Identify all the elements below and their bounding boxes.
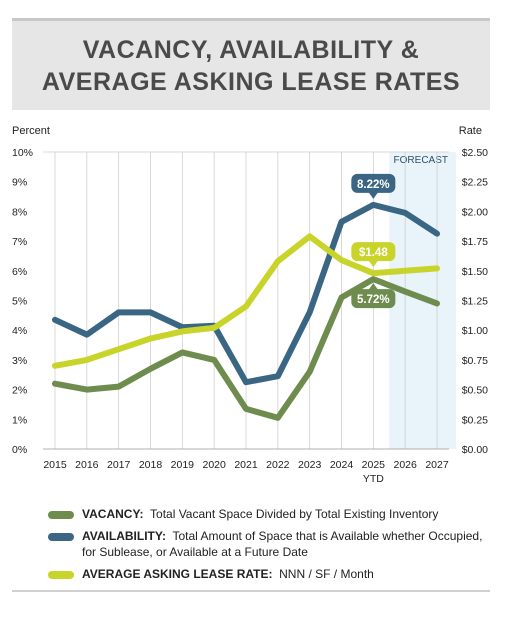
right-tick-label: $2.00 (462, 206, 488, 218)
series-line-availability (52, 201, 440, 386)
left-tick-label: 9% (12, 177, 27, 189)
callout-box-rate (351, 242, 396, 262)
bottom-divider (12, 590, 490, 592)
left-tick-label: 2% (12, 385, 27, 397)
x-tick-label: 2020 (202, 459, 226, 471)
left-tick-label: 0% (12, 444, 27, 456)
right-tick-label: $1.75 (462, 236, 488, 248)
legend: VACANCY: Total Vacant Space Divided by T… (48, 506, 488, 588)
x-tick-label: 2021 (234, 459, 258, 471)
right-tick-label: $0.75 (462, 355, 488, 367)
legend-name-vacancy: VACANCY: (82, 507, 144, 521)
right-axis-title: Rate (459, 125, 482, 137)
callout-pointer-availability (368, 191, 379, 199)
x-tick-label: 2019 (171, 459, 195, 471)
left-tick-label: 4% (12, 325, 27, 337)
right-tick-label: $1.25 (462, 296, 488, 308)
chart-title-line-1: VACANCY, AVAILABILITY & (82, 35, 420, 64)
right-tick-label: $0.00 (462, 444, 488, 456)
right-tick-label: $1.50 (462, 266, 488, 278)
legend-swatch-vacancy (48, 511, 74, 519)
left-tick-label: 8% (12, 206, 27, 218)
legend-swatch-availability (48, 533, 74, 541)
x-tick-label: 2023 (298, 459, 322, 471)
legend-desc-availability: Total Amount of Space that is Available … (82, 529, 483, 559)
legend-item-availability: AVAILABILITY: Total Amount of Space that… (48, 528, 488, 560)
x-tick-label: 2025 (362, 459, 386, 471)
x-tick-label: 2016 (75, 459, 99, 471)
x-tick-label: 2027 (425, 459, 449, 471)
left-tick-label: 7% (12, 236, 27, 248)
legend-item-rate: AVERAGE ASKING LEASE RATE: NNN / SF / Mo… (48, 566, 488, 582)
legend-desc-rate: NNN / SF / Month (279, 567, 374, 581)
left-tick-label: 3% (12, 355, 27, 367)
callout-box-availability (351, 173, 396, 193)
series-line-rate (52, 233, 440, 369)
callout-label-vacancy: 5.72% (357, 294, 390, 306)
right-tick-label: $1.00 (462, 325, 488, 337)
callout-pointer-vacancy (368, 283, 379, 291)
legend-name-rate: AVERAGE ASKING LEASE RATE: (82, 567, 273, 581)
right-tick-label: $2.50 (462, 147, 488, 159)
legend-name-availability: AVAILABILITY: (82, 529, 166, 543)
chart-title-line-2: AVERAGE ASKING LEASE RATES (41, 67, 461, 96)
x-tick-label: 2015 (43, 459, 67, 471)
callout-label-availability: 8.22% (357, 179, 390, 191)
series-line-vacancy (52, 276, 440, 421)
callout-label-rate: $1.48 (359, 247, 388, 259)
left-tick-label: 10% (12, 147, 33, 159)
legend-item-vacancy: VACANCY: Total Vacant Space Divided by T… (48, 506, 488, 522)
right-tick-label: $2.25 (462, 177, 488, 189)
right-tick-label: $0.50 (462, 385, 488, 397)
x-tick-label: 2024 (330, 459, 354, 471)
x-tick-label: 2026 (393, 459, 417, 471)
legend-swatch-rate (48, 571, 74, 579)
forecast-label: FORECAST (394, 155, 448, 166)
chart-card: VACANCY, AVAILABILITY & AVERAGE ASKING L… (12, 18, 490, 592)
x-tick-sublabel: YTD (363, 473, 384, 485)
left-axis-title: Percent (12, 125, 50, 137)
title-box: VACANCY, AVAILABILITY & AVERAGE ASKING L… (12, 18, 490, 110)
x-tick-label: 2018 (139, 459, 163, 471)
callout-pointer-rate (368, 260, 379, 268)
left-tick-label: 1% (12, 414, 27, 426)
left-tick-label: 5% (12, 296, 27, 308)
legend-desc-vacancy: Total Vacant Space Divided by Total Exis… (150, 507, 439, 521)
x-tick-label: 2017 (107, 459, 131, 471)
right-tick-label: $0.25 (462, 414, 488, 426)
callout-box-vacancy (351, 289, 396, 309)
x-tick-label: 2022 (266, 459, 290, 471)
left-tick-label: 6% (12, 266, 27, 278)
